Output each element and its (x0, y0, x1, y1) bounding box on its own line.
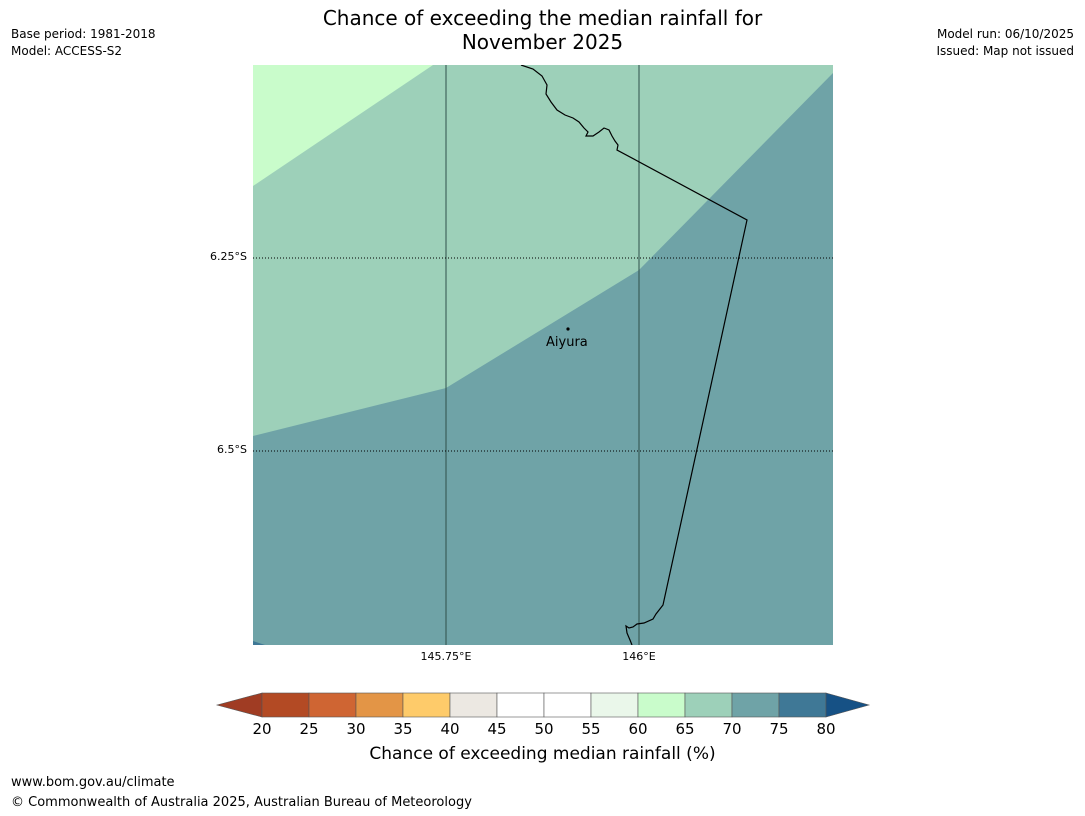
base-period: Base period: 1981-2018 (11, 27, 156, 41)
colorbar-bin-25-30 (308, 692, 357, 718)
colorbar-extend-low (215, 692, 263, 718)
footer-url[interactable]: www.bom.gov.au/climate (11, 775, 175, 790)
place-label-aiyura: Aiyura (546, 335, 588, 350)
colorbar (215, 692, 871, 718)
colorbar-tick-30: 30 (346, 720, 366, 738)
border-line (520, 65, 748, 645)
metadata-right: Model run: 06/10/2025 Issued: Map not is… (936, 26, 1074, 60)
title-line-2: November 2025 (461, 30, 624, 54)
colorbar-bin-55-60 (590, 692, 639, 718)
lat-label-6-25: 6.25°S (210, 250, 247, 263)
colorbar-bin-60-65 (637, 692, 686, 718)
colorbar-bin-70-75 (731, 692, 780, 718)
metadata-left: Base period: 1981-2018 Model: ACCESS-S2 (11, 26, 156, 60)
region-75-80 (253, 641, 265, 645)
colorbar-bin-40-45 (449, 692, 498, 718)
colorbar-extend-high (825, 692, 871, 718)
region-60-65 (253, 65, 433, 186)
colorbar-tick-70: 70 (722, 720, 742, 738)
colorbar-tick-45: 45 (487, 720, 507, 738)
colorbar-tick-60: 60 (628, 720, 648, 738)
colorbar-tick-75: 75 (769, 720, 789, 738)
colorbar-tick-25: 25 (299, 720, 319, 738)
lon-label-145-75: 145.75°E (420, 650, 472, 663)
colorbar-bin-35-40 (402, 692, 451, 718)
colorbar-tick-35: 35 (393, 720, 413, 738)
colorbar-tick-55: 55 (581, 720, 601, 738)
model-run: Model run: 06/10/2025 (936, 27, 1074, 41)
region-65-70 (253, 65, 833, 436)
colorbar-bin-45-50 (496, 692, 545, 718)
colorbar-label: Chance of exceeding median rainfall (%) (369, 744, 716, 764)
title-line-1: Chance of exceeding the median rainfall … (322, 6, 763, 30)
footer-copyright: © Commonwealth of Australia 2025, Austra… (11, 795, 472, 810)
issued-status: Issued: Map not issued (936, 44, 1074, 58)
colorbar-tick-65: 65 (675, 720, 695, 738)
map-title: Chance of exceeding the median rainfall … (0, 6, 1085, 54)
colorbar-bin-30-35 (355, 692, 404, 718)
colorbar-bin-50-55 (543, 692, 592, 718)
colorbar-bin-65-70 (684, 692, 733, 718)
colorbar-bin-75-80 (778, 692, 827, 718)
lat-label-6-5: 6.5°S (217, 443, 247, 456)
model-name: Model: ACCESS-S2 (11, 44, 123, 58)
colorbar-tick-40: 40 (440, 720, 460, 738)
colorbar-tick-80: 80 (816, 720, 836, 738)
rainfall-map[interactable] (253, 65, 833, 645)
colorbar-tick-20: 20 (252, 720, 272, 738)
colorbar-tick-50: 50 (534, 720, 554, 738)
lon-label-146: 146°E (622, 650, 656, 663)
aiyura-dot (566, 327, 570, 331)
colorbar-bin-20-25 (261, 692, 310, 718)
